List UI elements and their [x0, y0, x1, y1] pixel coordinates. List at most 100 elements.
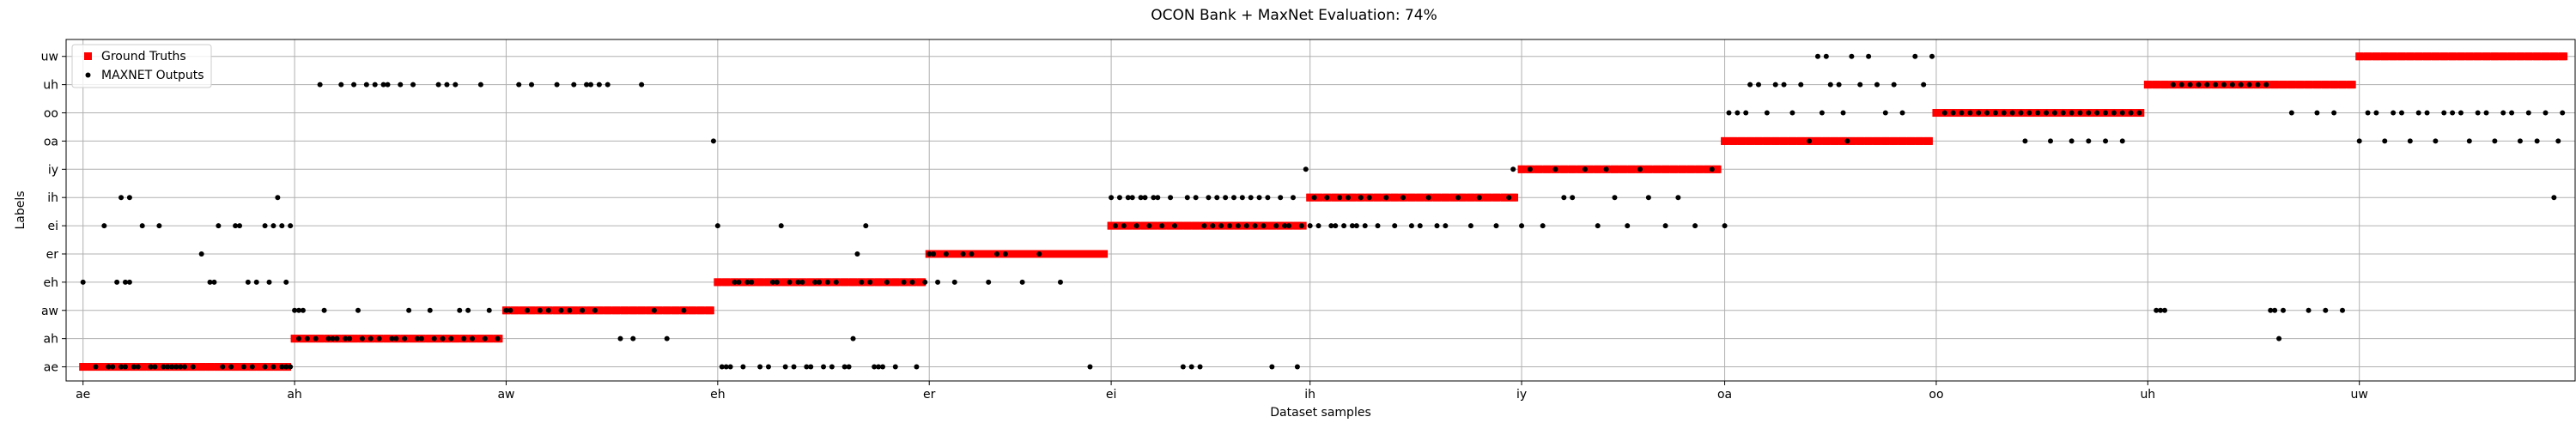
- maxnet-output-point: [529, 82, 535, 88]
- maxnet-output-point: [368, 335, 374, 341]
- ground-truth-point: [756, 278, 764, 287]
- maxnet-output-point: [1256, 195, 1262, 201]
- maxnet-output-point: [2154, 307, 2160, 313]
- ground-truth-point: [1069, 250, 1078, 258]
- maxnet-output-point: [714, 223, 720, 229]
- ground-truth-point: [1348, 193, 1357, 202]
- ground-truth-point: [1267, 221, 1276, 230]
- maxnet-output-point: [122, 364, 128, 370]
- ground-truth-point: [257, 363, 265, 372]
- maxnet-output-point: [1383, 195, 1389, 201]
- ground-truth-point: [738, 278, 747, 287]
- maxnet-output-point: [2077, 110, 2083, 116]
- maxnet-output-point: [279, 223, 285, 229]
- maxnet-output-point: [1138, 195, 1144, 201]
- maxnet-output-point: [444, 82, 450, 88]
- ground-truth-point: [1441, 193, 1449, 202]
- ground-truth-point: [1433, 193, 1442, 202]
- maxnet-output-point: [503, 307, 509, 313]
- maxnet-output-point: [2044, 110, 2050, 116]
- maxnet-output-point: [1747, 82, 1753, 88]
- maxnet-output-point: [220, 364, 226, 370]
- maxnet-output-point: [757, 364, 763, 370]
- maxnet-output-point: [380, 82, 386, 88]
- ground-truth-point: [1906, 136, 1915, 145]
- maxnet-output-point: [2492, 138, 2498, 144]
- maxnet-output-point: [2543, 110, 2549, 116]
- maxnet-output-point: [461, 335, 467, 341]
- maxnet-output-point: [1172, 223, 1178, 229]
- ground-truth-point: [1577, 165, 1585, 173]
- maxnet-output-point: [118, 364, 125, 370]
- ground-truth-point: [2279, 81, 2287, 89]
- maxnet-output-point: [723, 364, 729, 370]
- ground-truth-point: [1814, 136, 1822, 145]
- maxnet-output-point: [1709, 166, 1715, 172]
- ground-truth-point: [2389, 52, 2397, 61]
- maxnet-output-point: [1142, 195, 1148, 201]
- ground-truth-point: [1484, 193, 1492, 202]
- ground-truth-point: [1509, 193, 1517, 202]
- ground-truth-point: [620, 306, 629, 315]
- maxnet-output-point: [1341, 223, 1347, 229]
- ground-truth-point: [2465, 52, 2474, 61]
- maxnet-output-point: [385, 82, 391, 88]
- maxnet-output-point: [418, 335, 424, 341]
- maxnet-output-point: [2255, 82, 2261, 88]
- maxnet-output-point: [791, 364, 797, 370]
- ground-truth-point: [2305, 81, 2313, 89]
- maxnet-output-point: [2424, 110, 2430, 116]
- maxnet-output-point: [795, 279, 801, 285]
- maxnet-output-point: [727, 364, 733, 370]
- maxnet-output-point: [262, 223, 268, 229]
- maxnet-output-point: [1857, 82, 1863, 88]
- maxnet-output-point: [909, 279, 915, 285]
- grid: [66, 39, 2575, 381]
- maxnet-output-point: [2433, 138, 2439, 144]
- maxnet-output-point: [2238, 82, 2244, 88]
- ground-truth-point: [316, 335, 325, 343]
- ground-truth-point: [2152, 81, 2160, 89]
- maxnet-output-point: [2373, 110, 2379, 116]
- ground-truth-point: [1534, 165, 1543, 173]
- ground-truth-point: [1293, 221, 1302, 230]
- maxnet-output-point: [1612, 195, 1618, 201]
- ground-truth-point: [984, 250, 993, 258]
- ground-truth-point: [1183, 221, 1192, 230]
- maxnet-output-point: [1675, 195, 1681, 201]
- y-tick-label: ae: [44, 361, 58, 375]
- maxnet-output-point: [237, 223, 243, 229]
- maxnet-output-point: [80, 279, 86, 285]
- maxnet-output-point: [435, 82, 441, 88]
- y-axis-label: Labels: [14, 190, 27, 229]
- maxnet-output-point: [427, 307, 433, 313]
- maxnet-output-point: [630, 335, 636, 341]
- ground-truth-point: [197, 363, 206, 372]
- maxnet-output-point: [482, 335, 488, 341]
- ground-truth-point: [1899, 136, 1907, 145]
- maxnet-output-point: [2272, 307, 2278, 313]
- ground-truth-point: [891, 278, 900, 287]
- maxnet-output-point: [1019, 279, 1025, 285]
- ground-truth-point: [299, 335, 307, 343]
- ground-truth-point: [138, 363, 147, 372]
- ground-truth-point: [764, 278, 773, 287]
- maxnet-output-point: [1269, 364, 1275, 370]
- maxnet-output-point: [884, 279, 890, 285]
- maxnet-output-point: [126, 195, 132, 201]
- maxnet-output-point: [880, 364, 886, 370]
- maxnet-output-point: [414, 335, 420, 341]
- maxnet-output-point: [300, 307, 306, 313]
- maxnet-output-point: [2094, 110, 2100, 116]
- ground-truth-point: [1796, 136, 1805, 145]
- maxnet-output-point: [1151, 195, 1157, 201]
- ground-truth-point: [1115, 221, 1124, 230]
- maxnet-output-point: [1992, 110, 1998, 116]
- ground-truth-point: [1078, 250, 1086, 258]
- ground-truth-point: [696, 306, 705, 315]
- maxnet-output-point: [1346, 195, 1352, 201]
- maxnet-output-point: [1443, 223, 1449, 229]
- maxnet-output-point: [393, 335, 399, 341]
- ground-truth-point: [646, 306, 654, 315]
